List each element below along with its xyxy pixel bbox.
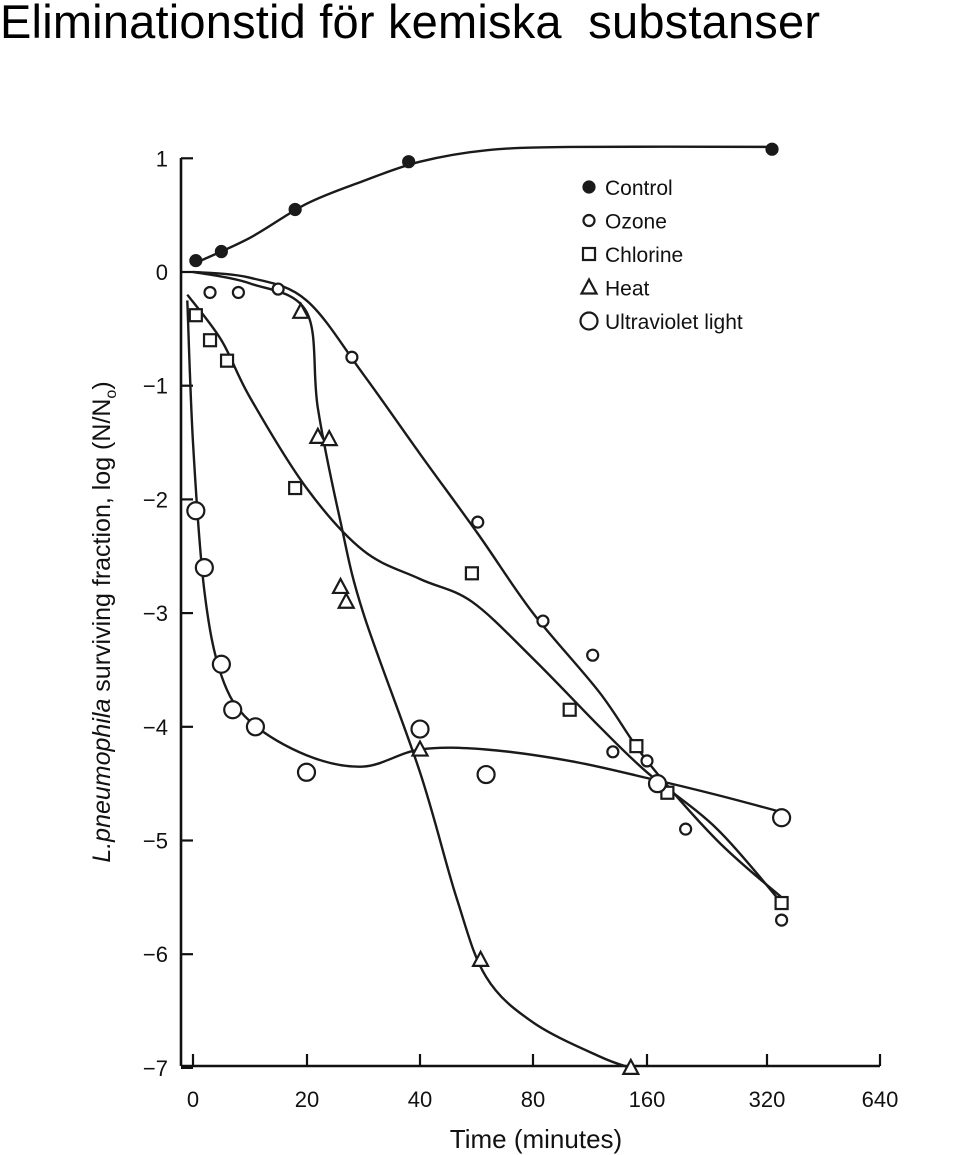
- heat-point: [308, 426, 328, 444]
- chlorine-point: [464, 566, 480, 581]
- y-tick-label: −2: [143, 487, 168, 512]
- y-axis-label-italic: L.pneumophila: [88, 699, 116, 863]
- x-tick-label: 320: [749, 1087, 786, 1112]
- control-point: [214, 244, 228, 259]
- y-axis-label-subscript: o: [103, 390, 120, 399]
- ultraviolet-light-point: [410, 719, 430, 739]
- y-ticks: 1 0 −1 −2 −3 −4 −5 −6 −7: [143, 146, 193, 1081]
- control-point: [402, 155, 416, 169]
- ozone-point: [536, 614, 550, 628]
- chlorine-point: [202, 333, 218, 348]
- y-tick-label: −1: [143, 374, 168, 399]
- legend-label-chlorine: Chlorine: [605, 244, 683, 267]
- control-curve: [192, 145, 773, 266]
- y-tick-label: 1: [156, 146, 168, 171]
- x-tick-label: 0: [187, 1087, 199, 1112]
- ultraviolet-light-point: [211, 654, 231, 674]
- heat-point: [621, 1057, 641, 1076]
- ultraviolet-light-point: [223, 700, 243, 720]
- chlorine-point: [288, 480, 303, 496]
- legend-marker-ozone: [582, 213, 596, 228]
- legend-marker-control: [582, 180, 596, 194]
- chlorine-curve: [186, 293, 783, 904]
- x-tick-label: 20: [295, 1087, 319, 1112]
- ultraviolet-light-point: [296, 762, 317, 782]
- ozone-point: [586, 648, 600, 662]
- y-axis-label: L.pneumophila surviving fraction, log (N…: [88, 381, 120, 862]
- heat-curve: [192, 270, 632, 1070]
- y-tick-label: −6: [143, 942, 168, 967]
- ozone-point: [345, 350, 359, 364]
- chlorine-point: [629, 739, 644, 754]
- ultraviolet-light-point: [476, 764, 496, 785]
- chlorine-point: [774, 895, 789, 911]
- heat-point: [291, 301, 311, 319]
- y-tick-label: −7: [143, 1056, 168, 1081]
- y-tick-label: −5: [143, 829, 168, 854]
- heat-point: [471, 949, 490, 967]
- legend-label-ozone: Ozone: [605, 211, 667, 234]
- ultraviolet-light-point: [245, 717, 266, 737]
- legend-marker-heat: [579, 277, 599, 295]
- ultraviolet-light-point: [772, 808, 792, 828]
- ozone-point: [231, 285, 245, 300]
- ozone-point: [679, 822, 693, 836]
- ultraviolet-light-point: [186, 501, 206, 521]
- slide-title: Eliminationstid för kemiska substanser: [0, 0, 821, 48]
- ozone-point: [203, 285, 217, 300]
- x-tick-label: 40: [408, 1087, 432, 1112]
- legend-label-ultraviolet-light: Ultraviolet light: [605, 311, 743, 334]
- y-axis-label-main: surviving fraction, log (N/N: [88, 399, 116, 699]
- y-tick-label: −3: [143, 601, 168, 626]
- heat-point: [331, 576, 350, 595]
- ultraviolet-light-point: [194, 558, 214, 578]
- chlorine-point: [562, 702, 577, 717]
- control-point: [288, 202, 302, 217]
- y-tick-label: −4: [143, 715, 168, 740]
- heat-point: [410, 739, 430, 757]
- legend-marker-chlorine: [581, 246, 597, 262]
- control-point: [189, 254, 203, 268]
- ozone-point: [775, 913, 789, 927]
- ozone-curve: [192, 270, 783, 899]
- x-axis-label: Time (minutes): [450, 1124, 622, 1154]
- y-axis-label-close: ): [88, 381, 116, 389]
- x-tick-label: 160: [629, 1087, 666, 1112]
- series-points: [186, 142, 792, 1076]
- legend-marker-ultraviolet-light: [579, 311, 599, 331]
- x-tick-label: 640: [862, 1087, 899, 1112]
- chlorine-point: [188, 308, 203, 323]
- legend: Control Ozone Chlorine Heat Ultraviolet ligh…: [579, 177, 743, 334]
- ozone-point: [640, 754, 654, 768]
- ozone-point: [471, 515, 485, 529]
- control-point: [765, 142, 779, 156]
- x-ticks: 0 20 40 80 160 320 640: [187, 1054, 898, 1112]
- chlorine-point: [219, 353, 235, 368]
- ozone-point: [271, 282, 285, 296]
- ozone-point: [606, 745, 620, 759]
- legend-label-heat: Heat: [605, 278, 650, 301]
- y-tick-label: 0: [156, 260, 168, 285]
- legend-label-control: Control: [605, 177, 673, 200]
- heat-point: [336, 591, 356, 609]
- x-tick-label: 80: [521, 1087, 545, 1112]
- heat-point: [319, 428, 339, 447]
- ultraviolet-light-curve: [186, 300, 782, 814]
- ultraviolet-light-point: [647, 774, 668, 794]
